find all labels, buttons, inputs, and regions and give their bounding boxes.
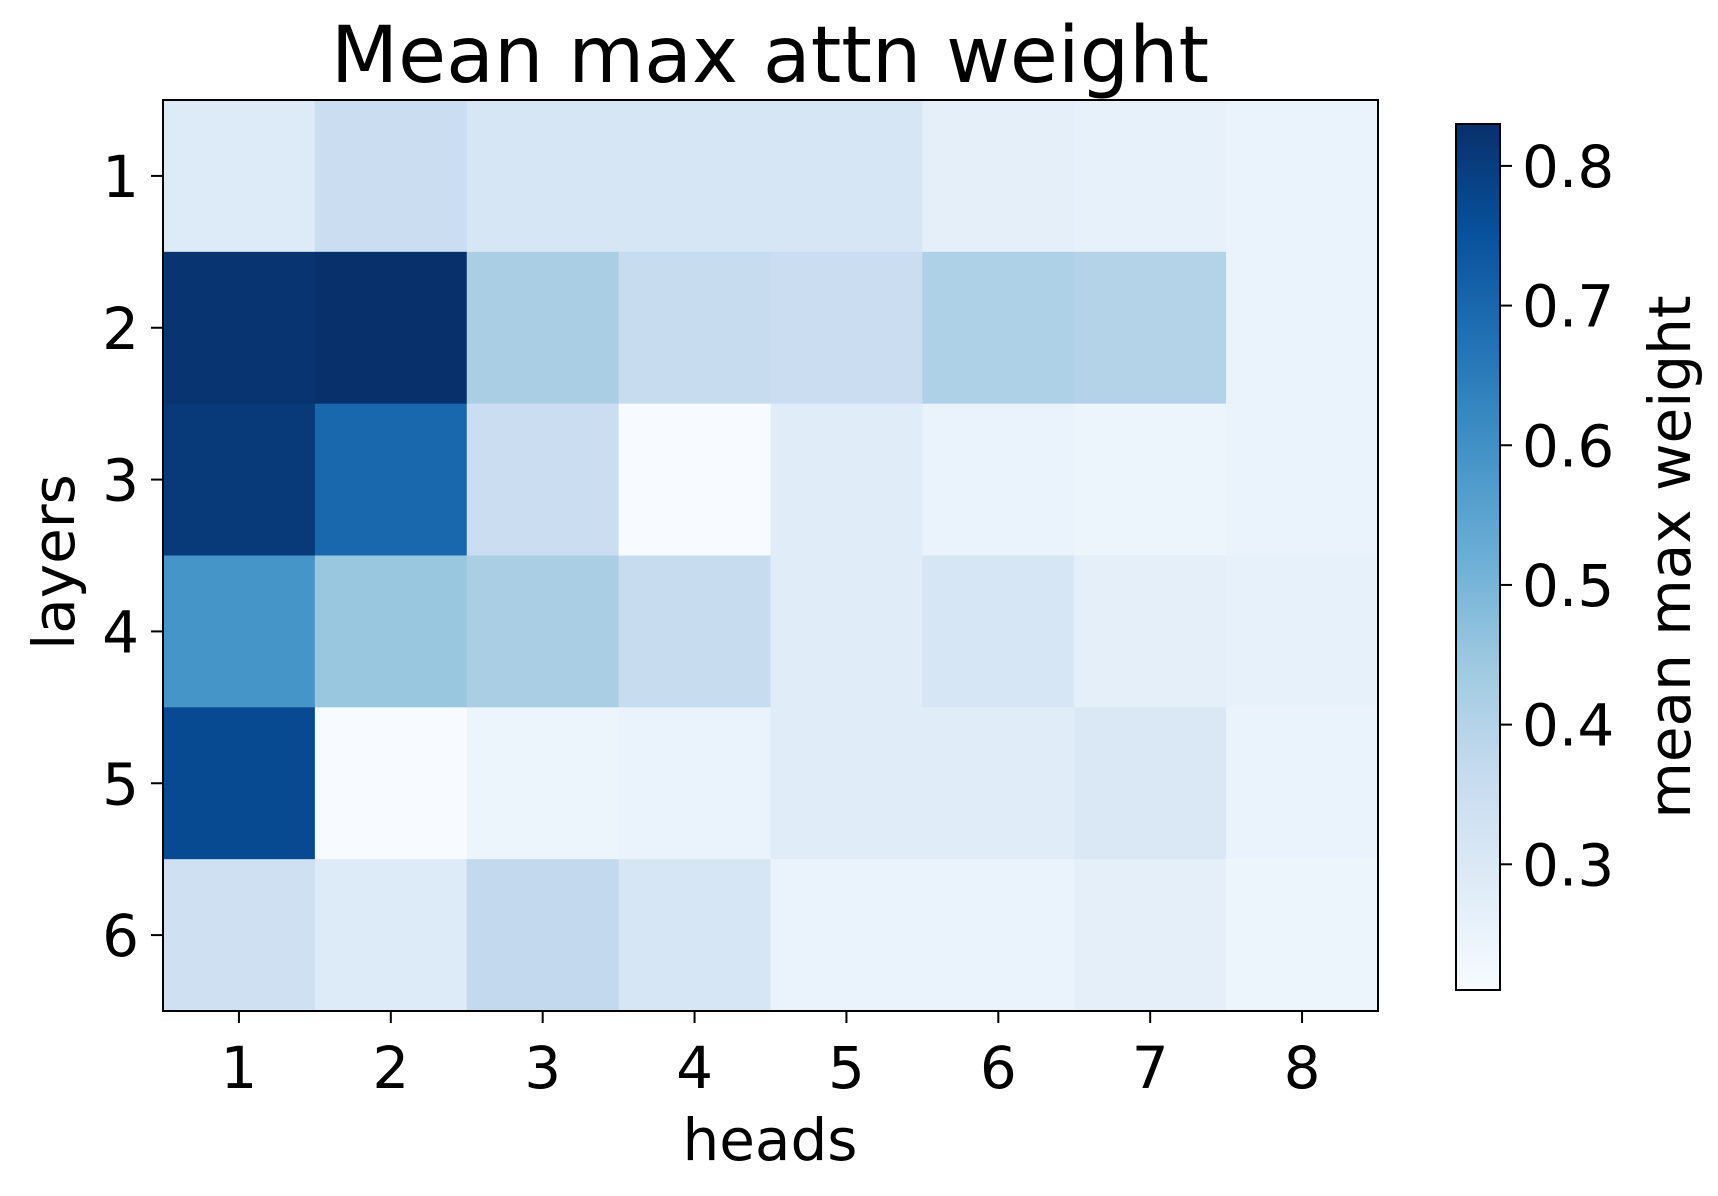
heatmap-cell [314, 859, 468, 1012]
heatmap-cell [1074, 100, 1227, 253]
colorbar-label: mean max weight [1636, 295, 1704, 818]
x-tick-label: 7 [1132, 1034, 1169, 1102]
heatmap-cell [922, 251, 1075, 405]
heatmap-cell [466, 707, 620, 860]
heatmap-cell [1226, 707, 1379, 860]
heatmap-cell [1226, 403, 1379, 556]
heatmap-cell [466, 859, 620, 1012]
heatmap-cell [770, 707, 923, 860]
heatmap-cell [314, 707, 468, 860]
heatmap-cell [1074, 707, 1227, 860]
heatmap-cell [466, 555, 620, 708]
heatmap-cell [618, 403, 771, 556]
heatmap-cell [922, 100, 1075, 253]
x-tick-label: 5 [828, 1034, 865, 1102]
colorbar [1455, 123, 1501, 991]
heatmap-cell [770, 100, 923, 253]
heatmap-cell [314, 100, 468, 253]
heatmap-cell [618, 251, 771, 405]
heatmap-cell [770, 251, 923, 405]
y-tick-label: 2 [102, 295, 139, 363]
heatmap-cell [163, 555, 316, 708]
heatmap-cell [1226, 859, 1379, 1012]
x-tick-label: 8 [1284, 1034, 1321, 1102]
colorbar-tick-label: 0.6 [1522, 412, 1614, 480]
heatmap-cell [466, 403, 620, 556]
y-tick-label: 3 [102, 447, 139, 515]
colorbar-tick-label: 0.7 [1522, 273, 1614, 341]
heatmap-cell [466, 100, 620, 253]
plot-frame [162, 99, 1379, 1012]
heatmap-cell [618, 555, 771, 708]
x-tick-label: 2 [372, 1034, 409, 1102]
heatmap-cell [770, 403, 923, 556]
colorbar-tick-label: 0.3 [1522, 831, 1614, 899]
heatmap-cell [1074, 403, 1227, 556]
heatmap-cells [163, 100, 1379, 1012]
y-tick-label: 5 [102, 750, 139, 818]
heatmap-cell [618, 707, 771, 860]
x-axis-label: heads [682, 1106, 857, 1174]
x-tick-label: 1 [220, 1034, 257, 1102]
y-tick-label: 4 [102, 598, 139, 666]
heatmap-cell [163, 403, 316, 556]
heatmap-cell [163, 859, 316, 1012]
y-tick-label: 1 [102, 143, 139, 211]
heatmap-cell [163, 707, 316, 860]
heatmap-cell [1074, 859, 1227, 1012]
colorbar-tick-label: 0.5 [1522, 552, 1614, 620]
heatmap-cell [466, 251, 620, 405]
heatmap-cell [922, 859, 1075, 1012]
colorbar-axis: 0.3 0.4 0.5 0.6 0.7 0.8 [1500, 133, 1614, 899]
heatmap-cell [163, 251, 316, 405]
heatmap-cell [922, 707, 1075, 860]
chart-title: Mean max attn weight [331, 11, 1209, 101]
heatmap-cell [163, 100, 316, 253]
heatmap-cell [922, 403, 1075, 556]
y-axis: 1 2 3 4 5 6 [102, 143, 163, 970]
heatmap-cell [1226, 100, 1379, 253]
x-tick-label: 4 [676, 1034, 713, 1102]
colorbar-tick-label: 0.4 [1522, 692, 1614, 760]
y-tick-label: 6 [102, 902, 139, 970]
heatmap-cell [314, 555, 468, 708]
heatmap-cell [770, 859, 923, 1012]
heatmap-cell [1074, 555, 1227, 708]
heatmap-cell [314, 251, 468, 405]
heatmap-cell [1226, 555, 1379, 708]
x-tick-label: 3 [524, 1034, 561, 1102]
heatmap-cell [770, 555, 923, 708]
colorbar-tick-label: 0.8 [1522, 133, 1614, 201]
heatmap-cell [618, 100, 771, 253]
heatmap-cell [1226, 251, 1379, 405]
heatmap-cell [922, 555, 1075, 708]
heatmap-cell [314, 403, 468, 556]
heatmap-cell [1074, 251, 1227, 405]
x-axis: 1 2 3 4 5 6 7 8 [220, 1011, 1321, 1102]
x-tick-label: 6 [980, 1034, 1017, 1102]
heatmap-cell [618, 859, 771, 1012]
y-axis-label: layers [20, 474, 88, 650]
